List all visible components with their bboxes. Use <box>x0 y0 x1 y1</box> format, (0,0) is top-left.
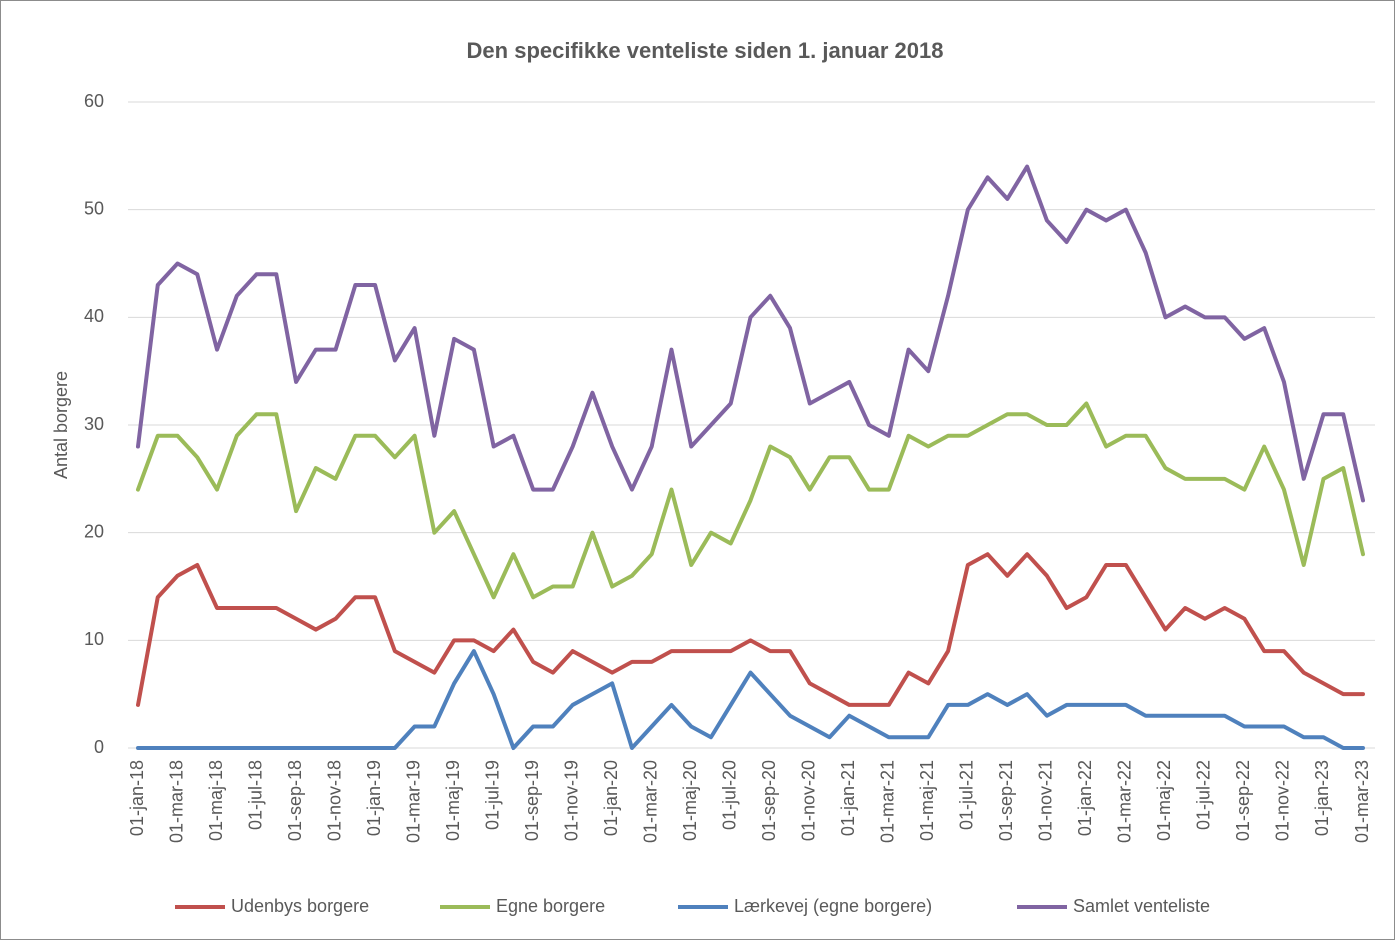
x-tick-label: 01-jan-22 <box>1075 760 1095 836</box>
x-tick-label: 01-mar-23 <box>1352 760 1372 843</box>
series-line <box>136 552 1365 707</box>
x-tick-label: 01-nov-22 <box>1273 760 1293 841</box>
x-tick-label: 01-sep-18 <box>285 760 305 841</box>
x-tick-label: 01-maj-20 <box>680 760 700 841</box>
x-tick-label: 01-mar-22 <box>1115 760 1135 843</box>
x-tick-label: 01-jul-19 <box>482 760 502 830</box>
x-tick-label: 01-nov-21 <box>1036 760 1056 841</box>
x-tick-label: 01-jan-19 <box>364 760 384 836</box>
x-tick-label: 01-sep-20 <box>759 760 779 841</box>
x-tick-label: 01-nov-18 <box>324 760 344 841</box>
series-line <box>136 401 1365 600</box>
x-tick-label: 01-nov-20 <box>799 760 819 841</box>
x-tick-label: 01-sep-22 <box>1233 760 1253 841</box>
legend-label: Samlet venteliste <box>1073 896 1210 916</box>
y-tick-label: 20 <box>84 521 104 541</box>
x-tick-label: 01-maj-18 <box>206 760 226 841</box>
x-tick-label: 01-maj-22 <box>1154 760 1174 841</box>
y-tick-label: 0 <box>94 737 104 757</box>
series-line <box>136 164 1365 503</box>
x-tick-label: 01-sep-21 <box>996 760 1016 841</box>
x-tick-label: 01-mar-18 <box>166 760 186 843</box>
x-tick-label: 01-jan-18 <box>127 760 147 836</box>
x-tick-label: 01-jul-22 <box>1194 760 1214 830</box>
y-tick-label: 50 <box>84 198 104 218</box>
x-tick-label: 01-mar-20 <box>640 760 660 843</box>
legend-label: Udenbys borgere <box>231 896 369 916</box>
y-tick-label: 60 <box>84 91 104 111</box>
legend-label: Egne borgere <box>496 896 605 916</box>
legend-label: Lærkevej (egne borgere) <box>734 896 932 916</box>
x-tick-label: 01-mar-19 <box>403 760 423 843</box>
x-tick-label: 01-maj-21 <box>917 760 937 841</box>
y-tick-label: 30 <box>84 414 104 434</box>
x-tick-label: 01-maj-19 <box>443 760 463 841</box>
x-tick-label: 01-sep-19 <box>522 760 542 841</box>
y-tick-label: 10 <box>84 629 104 649</box>
series-line <box>136 649 1365 750</box>
x-tick-label: 01-nov-19 <box>561 760 581 841</box>
chart-title: Den specifikke venteliste siden 1. janua… <box>467 38 944 63</box>
x-tick-label: 01-jul-21 <box>957 760 977 830</box>
y-axis-label: Antal borgere <box>51 371 71 479</box>
x-tick-label: 01-jul-20 <box>719 760 739 830</box>
x-tick-label: 01-jan-21 <box>838 760 858 836</box>
x-tick-label: 01-mar-21 <box>878 760 898 843</box>
x-tick-label: 01-jul-18 <box>245 760 265 830</box>
x-tick-label: 01-jan-20 <box>601 760 621 836</box>
y-tick-label: 40 <box>84 306 104 326</box>
x-tick-label: 01-jan-23 <box>1312 760 1332 836</box>
